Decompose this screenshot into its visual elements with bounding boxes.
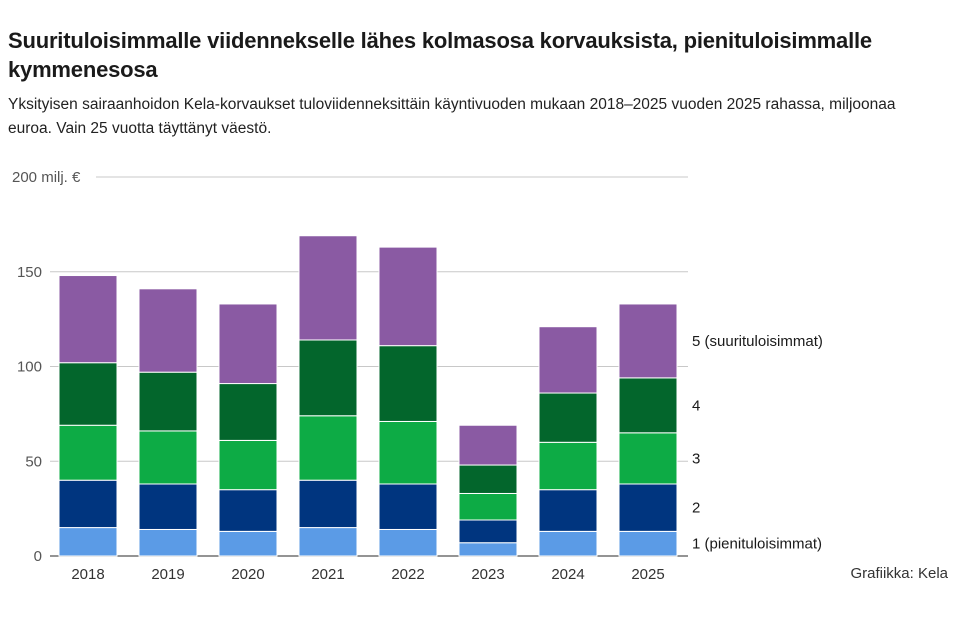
- legend-label: 1 (pienituloisimmat): [692, 536, 822, 553]
- bar-segment: [138, 371, 198, 432]
- bar-segment: [458, 519, 518, 544]
- bar-segment: [618, 483, 678, 532]
- bar-segment: [458, 492, 518, 521]
- bar-segment: [378, 483, 438, 530]
- bar-segment: [298, 235, 358, 341]
- bar-segment: [138, 483, 198, 530]
- legend-label: 2: [692, 500, 700, 517]
- x-tick-label: 2020: [231, 566, 264, 583]
- x-tick-label: 2022: [391, 566, 424, 583]
- bar-segment: [538, 326, 598, 394]
- bar-segment: [58, 275, 118, 364]
- bar-segment: [298, 339, 358, 417]
- x-tick-label: 2025: [631, 566, 664, 583]
- source-credit: Grafiikka: Kela: [850, 565, 948, 582]
- bar-segment: [378, 246, 438, 347]
- bar-segment: [58, 424, 118, 481]
- x-tick-label: 2023: [471, 566, 504, 583]
- bar-segment: [138, 430, 198, 485]
- bar-segment: [218, 303, 278, 385]
- bar-segment: [138, 528, 198, 557]
- x-axis-labels: 2018 2019 2020 2021 2022 2023 2024 2025: [71, 566, 664, 583]
- bar-segment: [618, 377, 678, 434]
- bar-segment: [58, 527, 118, 557]
- bar-segment: [538, 530, 598, 557]
- y-tick-label: 200 milj. €: [12, 169, 81, 186]
- bar-segment: [218, 383, 278, 441]
- x-tick-label: 2021: [311, 566, 344, 583]
- bar-segment: [538, 489, 598, 532]
- bar-segment: [378, 345, 438, 422]
- bar-segment: [378, 420, 438, 485]
- bar-segment: [538, 441, 598, 491]
- bar-segment: [618, 432, 678, 485]
- x-tick-label: 2018: [71, 566, 104, 583]
- bar-segment: [298, 415, 358, 481]
- bar-layer: [58, 235, 678, 557]
- legend-label: 3: [692, 450, 700, 467]
- bar-segment: [58, 362, 118, 426]
- bar-segment: [618, 303, 678, 379]
- bar-segment: [218, 489, 278, 532]
- y-tick-label: 50: [25, 453, 42, 470]
- y-tick-label: 0: [34, 548, 42, 565]
- chart-subtitle: Yksityisen sairaanhoidon Kela-korvaukset…: [8, 96, 896, 137]
- bar-segment: [298, 527, 358, 557]
- legend-label: 5 (suurituloisimmat): [692, 333, 823, 350]
- bar-segment: [218, 439, 278, 491]
- x-tick-label: 2024: [551, 566, 584, 583]
- legend-label: 4: [692, 397, 700, 414]
- bar-segment: [298, 479, 358, 529]
- bar-segment: [138, 288, 198, 373]
- bar-segment: [58, 479, 118, 529]
- x-tick-label: 2019: [151, 566, 184, 583]
- y-tick-label: 150: [17, 264, 42, 281]
- bar-segment: [618, 530, 678, 557]
- bar-segment: [458, 464, 518, 494]
- bar-segment: [538, 392, 598, 443]
- y-tick-label: 100: [17, 359, 42, 376]
- bar-segment: [458, 542, 518, 557]
- chart-title: Suurituloisimmalle viidennekselle lähes …: [8, 28, 872, 82]
- bar-segment: [218, 530, 278, 557]
- legend: 1 (pienituloisimmat) 2 3 4 5 (suurituloisimm…: [692, 333, 823, 553]
- bar-segment: [378, 528, 438, 557]
- bar-segment: [458, 424, 518, 466]
